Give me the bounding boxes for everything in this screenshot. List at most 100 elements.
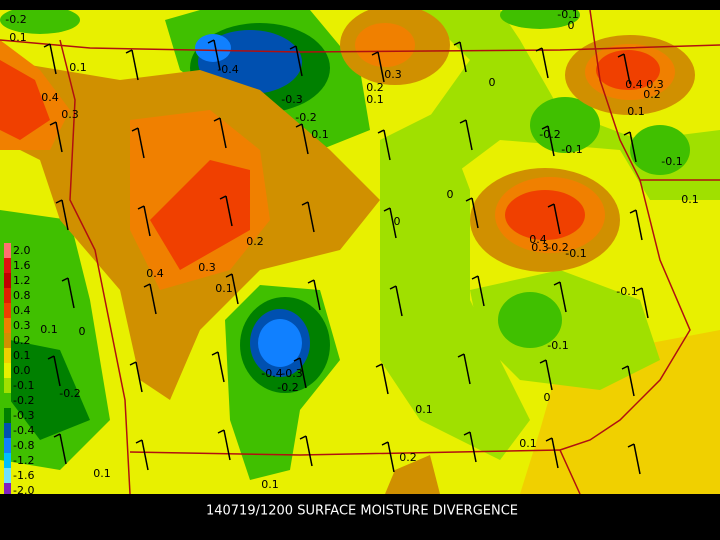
wind-barb-flag: [389, 285, 397, 290]
contour-labels: -0.2 0.1 0.4 0.3 0.1 -0.4 -0.3 -0.2 0.1 0.3 0.2 0.1…: [5, 8, 698, 491]
green-region: [498, 292, 562, 348]
wind-barb: [231, 273, 239, 305]
contour-label: 0.1: [261, 478, 279, 491]
wind-barb-flag: [617, 53, 625, 58]
legend-swatch: [4, 453, 11, 468]
wind-barb-flag: [293, 357, 301, 362]
wind-barb: [387, 441, 395, 473]
legend-swatch: [4, 438, 11, 453]
wind-barb: [143, 205, 151, 237]
wind-barb-flag: [629, 209, 637, 214]
wind-barb: [395, 285, 403, 317]
map-field: [0, 1, 720, 494]
contour-label: 0.1: [415, 403, 433, 416]
contour-label: -0.2: [295, 111, 316, 124]
legend-swatch: [4, 288, 11, 303]
green-region: [530, 97, 600, 153]
legend-swatch: [4, 258, 11, 273]
contour-label: 0: [79, 325, 86, 338]
legend-swatch: [4, 393, 11, 408]
wind-barbs: [43, 39, 649, 475]
legend-label: -2.0: [13, 484, 34, 497]
wind-barb: [469, 431, 477, 463]
contour-label: 0.2: [366, 81, 384, 94]
wind-barb-flag: [135, 439, 143, 444]
wind-barb-flag: [225, 273, 233, 278]
wind-barb: [131, 49, 139, 81]
wind-barb: [465, 119, 473, 151]
border: [0, 39, 720, 53]
contour-label: 0: [568, 19, 575, 32]
legend-label: 0.0: [13, 364, 31, 377]
contour-label: 0.1: [627, 105, 645, 118]
border: [59, 39, 131, 495]
legend-label: -0.3: [13, 409, 34, 422]
legend-swatch: [4, 243, 11, 258]
wind-barb: [627, 365, 635, 397]
wind-barb: [217, 351, 225, 383]
wind-barb: [477, 275, 485, 307]
wind-barb: [307, 201, 315, 233]
contour-label: -0.1: [616, 285, 637, 298]
legend-swatch: [4, 333, 11, 348]
contour-label: 0: [489, 76, 496, 89]
contour-label: -0.1: [565, 247, 586, 260]
wind-barb-flag: [289, 45, 297, 50]
wind-barb: [301, 123, 309, 155]
contour-label: 0.4: [146, 267, 164, 280]
wind-barb: [49, 43, 57, 75]
legend-swatch: [4, 378, 11, 393]
wind-barb-flag: [539, 359, 547, 364]
legend-label: 0.1: [13, 349, 31, 362]
wind-barb: [135, 361, 143, 393]
wind-barb-flag: [299, 435, 307, 440]
contour-label: 0.3: [198, 261, 216, 274]
legend-label: 0.8: [13, 289, 31, 302]
wind-barb: [381, 363, 389, 395]
wind-barb-flag: [547, 203, 555, 208]
wind-barb-flag: [53, 433, 61, 438]
wind-barb-flag: [459, 119, 467, 124]
wind-barb-flag: [213, 117, 221, 122]
wind-barb-flag: [49, 121, 57, 126]
wind-barb-flag: [137, 205, 145, 210]
wind-barb: [623, 53, 631, 85]
border: [589, 9, 720, 181]
contour-label: 0.2: [643, 88, 661, 101]
wind-barb-flag: [125, 49, 133, 54]
wind-barb-flag: [471, 275, 479, 280]
wind-barb: [219, 117, 227, 149]
wind-barb-flag: [465, 197, 473, 202]
wind-barb: [299, 357, 307, 389]
wind-barb: [313, 279, 321, 311]
legend-swatch: [4, 273, 11, 288]
green-region: [380, 110, 530, 460]
contour-label: 0.1: [40, 323, 58, 336]
contour-label: 0.4: [529, 233, 547, 246]
contour-label: -0.4: [261, 367, 282, 380]
orange-region: [355, 23, 415, 67]
wind-barb-flag: [219, 195, 227, 200]
legend-swatch: [4, 468, 11, 483]
wind-barb-flag: [143, 283, 151, 288]
contour-label: -0.2: [547, 241, 568, 254]
wind-barb: [377, 51, 385, 83]
contour-label: 0.1: [311, 128, 329, 141]
wind-barb-flag: [553, 281, 561, 286]
wind-barb-flag: [545, 437, 553, 442]
wind-barb: [55, 121, 63, 153]
wind-barb: [305, 435, 313, 467]
state-borders: [0, 9, 720, 495]
lightblue-region: [195, 34, 231, 62]
contour-label: -0.4: [217, 63, 238, 76]
contour-label: 0.1: [215, 282, 233, 295]
contour-label: 0.3: [61, 108, 79, 121]
contour-label: -0.2: [277, 381, 298, 394]
wind-barb-flag: [371, 51, 379, 56]
top-band: [0, 0, 720, 10]
wind-barb: [471, 197, 479, 229]
contour-label: -0.1: [557, 8, 578, 21]
wind-barb-flag: [623, 131, 631, 136]
wind-barb: [545, 359, 553, 391]
